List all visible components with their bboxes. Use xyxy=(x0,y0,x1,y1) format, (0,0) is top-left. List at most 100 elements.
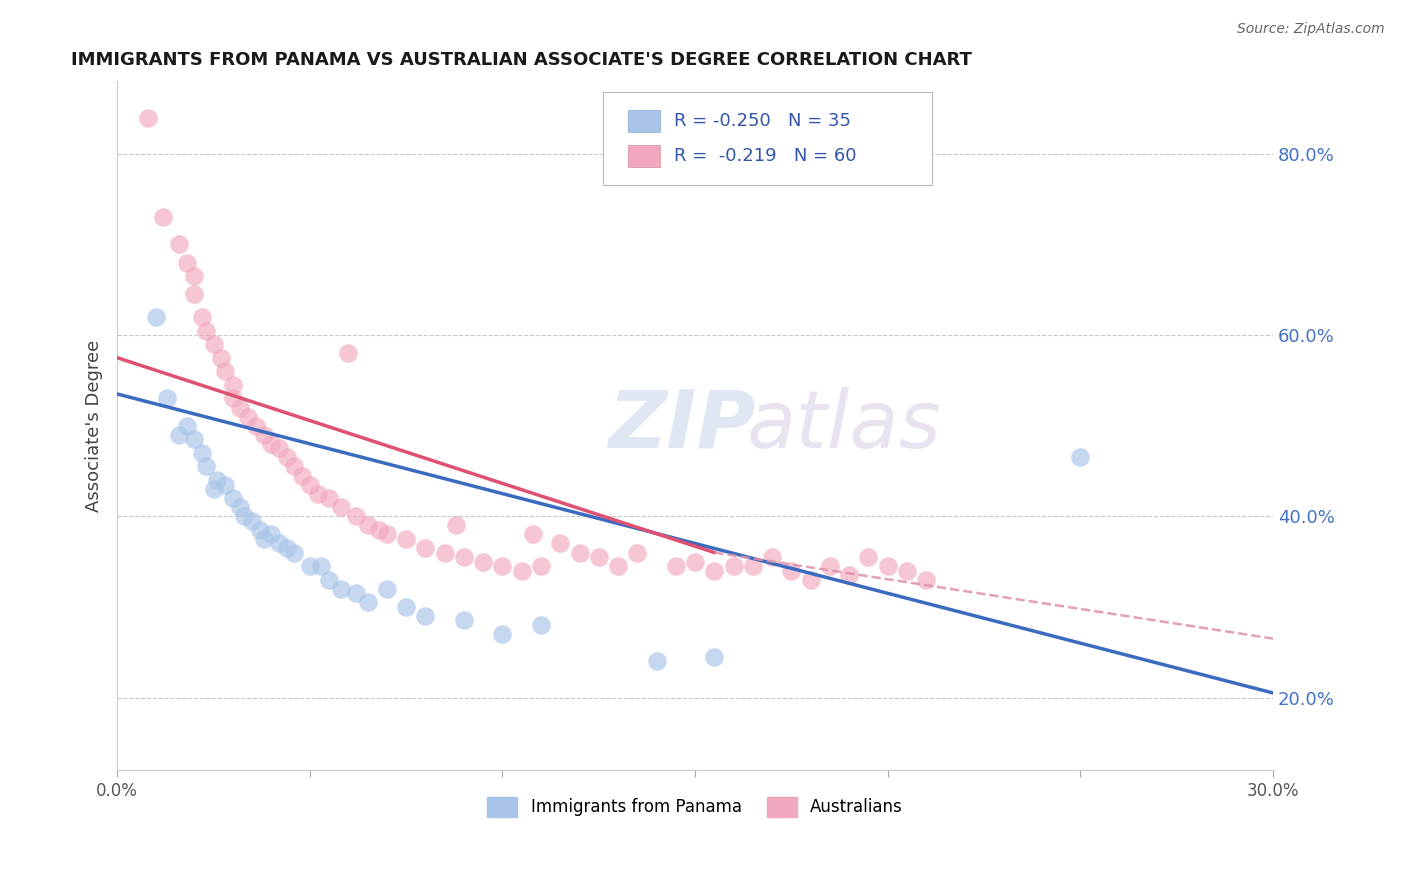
Point xyxy=(344,586,367,600)
Point xyxy=(472,555,495,569)
Point xyxy=(491,627,513,641)
Point xyxy=(222,491,245,505)
Point xyxy=(249,523,271,537)
Point xyxy=(276,541,298,555)
Point xyxy=(260,527,283,541)
Point xyxy=(229,500,252,515)
Point xyxy=(291,468,314,483)
Point xyxy=(222,377,245,392)
Point xyxy=(194,459,217,474)
Point xyxy=(588,550,610,565)
Point xyxy=(703,564,725,578)
Text: ZIP: ZIP xyxy=(609,386,756,465)
Point xyxy=(395,532,418,546)
Point xyxy=(761,550,783,565)
Point xyxy=(167,427,190,442)
Point xyxy=(209,351,232,365)
Point xyxy=(183,432,205,446)
Point xyxy=(626,545,648,559)
Point xyxy=(298,477,321,491)
Point xyxy=(915,573,938,587)
Point xyxy=(214,477,236,491)
Text: R = -0.250   N = 35: R = -0.250 N = 35 xyxy=(675,112,851,129)
Point xyxy=(395,599,418,614)
Point xyxy=(337,346,360,360)
Point xyxy=(723,559,745,574)
Point xyxy=(214,364,236,378)
Point xyxy=(245,418,267,433)
Point xyxy=(207,473,229,487)
Point xyxy=(530,559,553,574)
Point xyxy=(267,442,290,456)
Point xyxy=(1069,450,1091,465)
Point xyxy=(344,509,367,524)
Point xyxy=(510,564,533,578)
Point xyxy=(858,550,880,565)
Point xyxy=(298,559,321,574)
Point xyxy=(491,559,513,574)
Point xyxy=(238,409,260,424)
Point xyxy=(252,532,274,546)
Point xyxy=(307,486,329,500)
Point xyxy=(522,527,544,541)
Point xyxy=(415,541,437,555)
Point xyxy=(453,550,475,565)
Point xyxy=(741,559,763,574)
Point xyxy=(415,609,437,624)
Point xyxy=(202,482,225,496)
Text: R =  -0.219   N = 60: R = -0.219 N = 60 xyxy=(675,147,856,165)
Point xyxy=(260,437,283,451)
Point xyxy=(176,255,198,269)
Point xyxy=(136,111,159,125)
Point xyxy=(665,559,688,574)
Point xyxy=(191,310,214,324)
Point xyxy=(356,518,378,533)
Point xyxy=(183,287,205,301)
FancyBboxPatch shape xyxy=(603,92,932,185)
Point xyxy=(818,559,841,574)
Point xyxy=(530,618,553,632)
Point xyxy=(683,555,706,569)
Point xyxy=(548,536,571,550)
Point xyxy=(152,211,174,225)
Point xyxy=(233,509,256,524)
Point xyxy=(838,568,860,582)
Point xyxy=(191,446,214,460)
Point xyxy=(229,401,252,415)
Point xyxy=(800,573,823,587)
Point xyxy=(645,654,668,668)
Point xyxy=(156,392,179,406)
Point xyxy=(876,559,898,574)
Y-axis label: Associate's Degree: Associate's Degree xyxy=(86,340,103,512)
Text: atlas: atlas xyxy=(747,386,942,465)
Point xyxy=(283,459,305,474)
Point xyxy=(202,337,225,351)
Point xyxy=(252,427,274,442)
Point xyxy=(453,614,475,628)
Point xyxy=(375,582,398,596)
Point xyxy=(329,582,352,596)
Point xyxy=(329,500,352,515)
Point xyxy=(433,545,456,559)
Point xyxy=(183,269,205,284)
Point xyxy=(176,418,198,433)
Point xyxy=(222,392,245,406)
FancyBboxPatch shape xyxy=(628,110,661,132)
Point xyxy=(276,450,298,465)
Point xyxy=(703,649,725,664)
Point xyxy=(145,310,167,324)
Point xyxy=(444,518,467,533)
Point xyxy=(375,527,398,541)
Text: Source: ZipAtlas.com: Source: ZipAtlas.com xyxy=(1237,22,1385,37)
Point xyxy=(318,573,340,587)
Point xyxy=(194,324,217,338)
Point xyxy=(356,595,378,609)
Point xyxy=(896,564,918,578)
Point xyxy=(311,559,333,574)
Text: IMMIGRANTS FROM PANAMA VS AUSTRALIAN ASSOCIATE'S DEGREE CORRELATION CHART: IMMIGRANTS FROM PANAMA VS AUSTRALIAN ASS… xyxy=(70,51,972,69)
FancyBboxPatch shape xyxy=(628,145,661,168)
Point xyxy=(568,545,591,559)
Point xyxy=(267,536,290,550)
Point xyxy=(368,523,391,537)
Point xyxy=(240,514,263,528)
